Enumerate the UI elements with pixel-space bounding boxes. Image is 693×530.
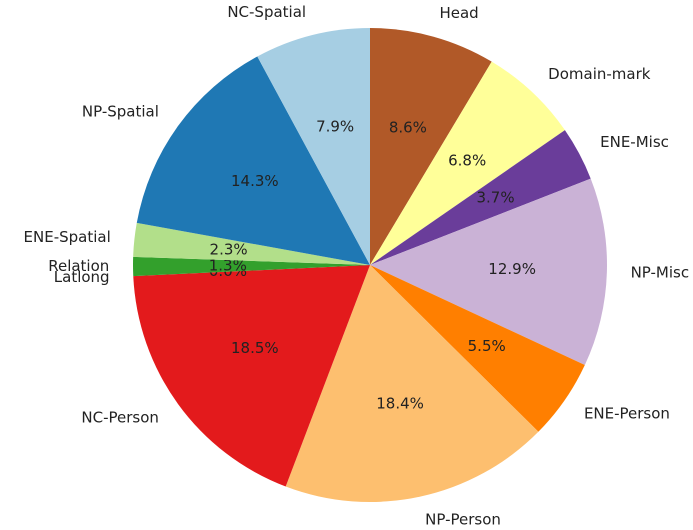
slice-label: NC-Person (81, 408, 159, 426)
slice-label: Latlong (54, 268, 110, 286)
pie-slice (133, 265, 370, 487)
pie-slice (136, 56, 370, 265)
slice-label: NP-Misc (631, 264, 690, 282)
value-label: 2.3% (210, 240, 248, 258)
slice-label: ENE-Misc (600, 133, 669, 151)
value-label: 14.3% (231, 172, 279, 190)
pie-slice (132, 256, 370, 277)
pie-slice (370, 130, 591, 265)
pie-slice (370, 28, 492, 265)
slice-label: ENE-Person (584, 404, 670, 422)
pie-slice (285, 265, 539, 502)
pie-slice (370, 178, 607, 366)
slice-label: ENE-Spatial (24, 228, 111, 246)
slice-label: NC-Spatial (227, 3, 306, 21)
slice-label: Head (439, 4, 478, 22)
pie-slice (370, 61, 565, 266)
pie-slice (257, 28, 370, 265)
value-label: 18.5% (231, 339, 279, 357)
value-label: 18.4% (376, 394, 424, 412)
pie-slice (370, 265, 585, 432)
value-label: 8.6% (389, 118, 427, 136)
value-label: 3.7% (476, 189, 514, 207)
value-label: 12.9% (488, 260, 536, 278)
pie-slice (133, 222, 370, 265)
value-label: 6.8% (448, 152, 486, 170)
slice-label: Domain-mark (548, 65, 651, 83)
value-label: 5.5% (468, 337, 506, 355)
slice-label: NP-Person (425, 510, 501, 528)
value-label: 1.3% (209, 256, 247, 274)
slice-label: NP-Spatial (82, 103, 159, 121)
value-label: 7.9% (316, 118, 354, 136)
slice-label: Relation (48, 257, 109, 275)
